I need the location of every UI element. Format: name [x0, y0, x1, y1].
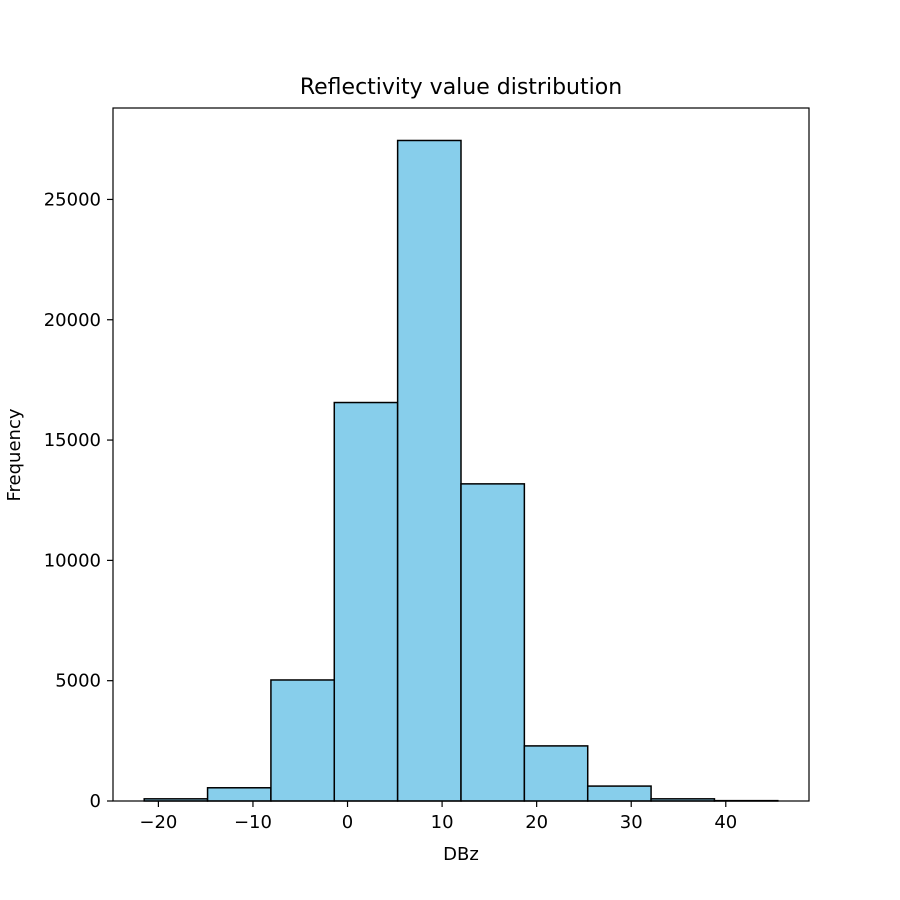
histogram-bar-1: [206, 787, 272, 802]
x-tick-label: 20: [525, 812, 548, 833]
chart-title: Reflectivity value distribution: [300, 75, 622, 100]
y-tick-label: 20000: [44, 310, 101, 331]
x-tick-label: 30: [620, 812, 643, 833]
bars-group: [143, 139, 779, 802]
histogram-bar-6: [523, 745, 589, 802]
y-axis-ticks: 0 5000 10000 15000 20000 25000: [44, 189, 113, 812]
y-tick-label: 0: [90, 791, 101, 812]
y-tick-label: 15000: [44, 430, 101, 451]
plot-frame: [112, 107, 810, 802]
x-tick-label: −20: [139, 812, 177, 833]
histogram-bar-4: [396, 139, 462, 802]
x-tick-label: 0: [342, 812, 353, 833]
histogram-bar-7: [586, 785, 652, 802]
y-axis-label: Frequency: [4, 408, 25, 501]
histogram-bar-2: [270, 679, 336, 802]
y-tick-label: 25000: [44, 189, 101, 210]
x-tick-label: 10: [431, 812, 454, 833]
x-axis-ticks: −20 −10 0 10 20 30 40: [139, 801, 737, 833]
x-tick-label: 40: [714, 812, 737, 833]
x-tick-label: −10: [234, 812, 272, 833]
histogram-bar-3: [333, 401, 399, 802]
histogram-bar-5: [460, 483, 526, 802]
y-tick-label: 10000: [44, 550, 101, 571]
x-axis-label: DBz: [443, 844, 479, 865]
y-tick-label: 5000: [55, 671, 101, 692]
